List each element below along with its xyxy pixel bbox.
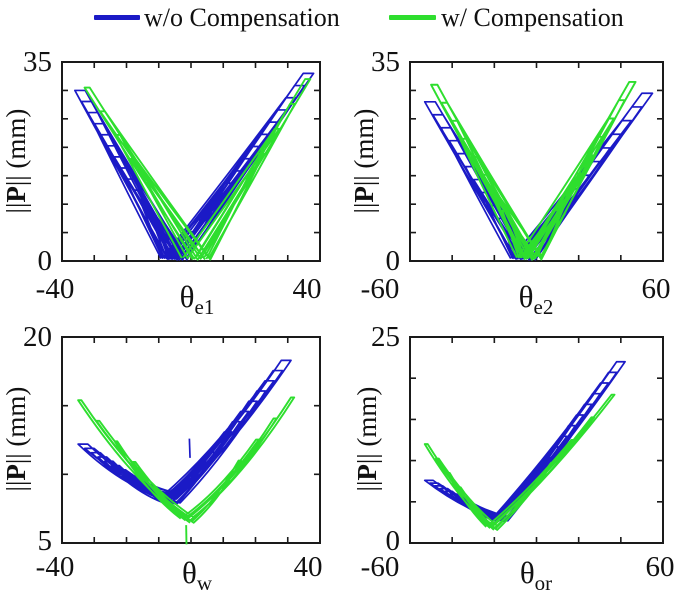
x-axis-label: θe1 <box>137 279 257 325</box>
series-curve-wo-compensation <box>75 73 314 259</box>
xtick-max-label: 60 <box>616 272 693 306</box>
legend: w/o Compensation w/ Compensation <box>0 0 693 38</box>
plot-canvas-theta-e1 <box>60 60 322 263</box>
plot-canvas-theta-e2 <box>408 60 665 263</box>
xtick-min-label: -60 <box>340 272 420 306</box>
x-axis-label-subscript: e1 <box>195 295 215 319</box>
y-axis-label: ||P|| (mm) <box>346 61 382 261</box>
x-axis-label-symbol: θ <box>182 555 197 590</box>
axes-frame <box>410 337 663 543</box>
xtick-min-label: -60 <box>340 550 420 584</box>
x-axis-label: θe2 <box>476 279 596 325</box>
series-curve-w-compensation <box>431 82 636 260</box>
y-axis-label: ||P|| (mm) <box>349 336 385 542</box>
x-axis-label-symbol: θ <box>519 279 534 314</box>
series-curve-wo-compensation <box>78 360 291 503</box>
transient-spike <box>189 439 190 458</box>
legend-line-wo-compensation <box>94 15 140 20</box>
legend-label-w-compensation: w/ Compensation <box>441 3 624 33</box>
plot-canvas-theta-w <box>60 335 322 545</box>
xtick-min-label: -40 <box>15 272 95 306</box>
xtick-min-label: -40 <box>15 550 95 584</box>
y-axis-label: ||P|| (mm) <box>0 61 34 261</box>
x-axis-label-subscript: or <box>535 571 553 595</box>
plot-canvas-theta-or <box>408 335 665 545</box>
axis-ticks <box>410 337 663 543</box>
x-axis-label-symbol: θ <box>180 279 195 314</box>
legend-line-w-compensation <box>389 15 436 20</box>
legend-label-wo-compensation: w/o Compensation <box>144 3 340 33</box>
x-axis-label: θw <box>137 555 257 601</box>
x-axis-label: θor <box>476 555 596 601</box>
y-axis-label: ||P|| (mm) <box>0 336 34 542</box>
x-axis-label-subscript: e2 <box>534 295 554 319</box>
xtick-max-label: 60 <box>620 550 693 584</box>
x-axis-label-subscript: w <box>197 571 212 595</box>
x-axis-label-symbol: θ <box>520 555 535 590</box>
